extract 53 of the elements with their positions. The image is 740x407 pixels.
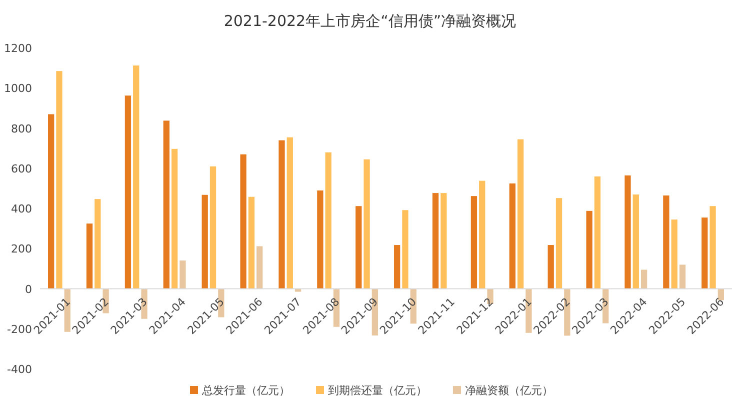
bar: [556, 198, 562, 289]
bar: [440, 193, 447, 289]
bar: [432, 193, 439, 289]
bar: [364, 159, 370, 289]
bar: [171, 148, 178, 289]
bar: [632, 194, 639, 289]
bar: [517, 139, 524, 289]
bar: [240, 154, 246, 289]
bar: [94, 199, 101, 289]
bar: [210, 166, 216, 289]
bar: [256, 246, 263, 289]
bar: [286, 137, 293, 289]
bar: [640, 270, 648, 289]
bar: [586, 210, 592, 289]
bar: [133, 65, 140, 289]
bar: [394, 245, 400, 289]
bar: [671, 220, 678, 289]
legend-label: 到期偿还量（亿元）: [328, 384, 427, 397]
y-tick-label: -400: [7, 363, 32, 376]
bar: [202, 194, 208, 289]
chart-title: 2021-2022年上市房企“信用债”净融资概况: [224, 12, 516, 30]
y-tick-label: 600: [11, 162, 32, 176]
bar: [124, 96, 132, 289]
bar: [325, 152, 332, 289]
bar: [509, 183, 516, 289]
bar: [679, 264, 686, 289]
bar: [86, 224, 93, 289]
bar: [56, 71, 62, 289]
bar: [356, 206, 362, 289]
bar: [163, 120, 170, 289]
y-tick-label: -200: [7, 322, 32, 336]
bar: [317, 190, 324, 289]
bar: [663, 195, 670, 289]
bar: [180, 260, 186, 289]
legend-label: 净融资额（亿元）: [465, 384, 553, 397]
bar: [248, 196, 255, 289]
bar: [48, 114, 54, 289]
legend-label: 总发行量（亿元）: [201, 384, 290, 397]
bar: [470, 196, 478, 289]
y-tick-label: 1000: [4, 82, 32, 96]
bar: [624, 175, 631, 289]
bar: [278, 140, 285, 289]
bar: [548, 245, 554, 289]
y-tick-label: 0: [25, 282, 32, 296]
bar: [702, 218, 708, 289]
y-tick-label: 200: [11, 242, 32, 256]
bar: [479, 180, 486, 289]
y-tick-label: 400: [11, 202, 32, 216]
y-tick-label: 800: [11, 122, 32, 136]
bar: [402, 210, 408, 289]
bar: [594, 176, 601, 289]
bar: [710, 206, 716, 289]
y-tick-label: 1200: [4, 42, 32, 55]
